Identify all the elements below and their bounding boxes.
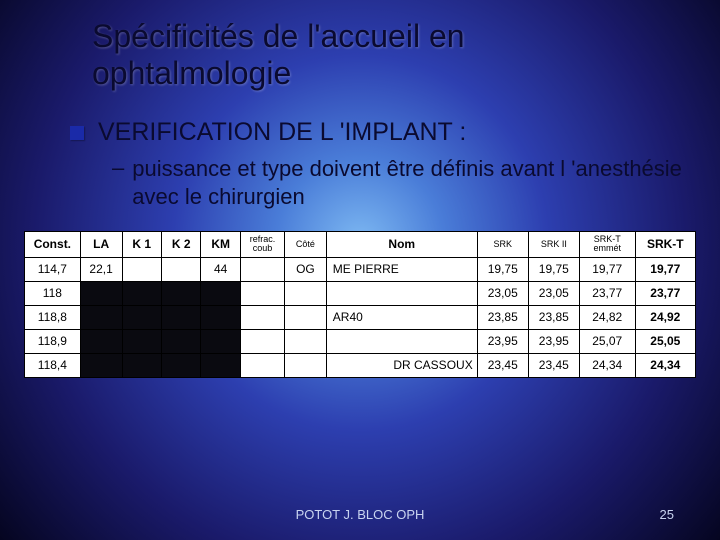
sub-bullet-1: – puissance et type doivent être définis… [112, 155, 690, 211]
table-cell [122, 257, 161, 281]
table-cell [161, 329, 200, 353]
table-cell: 19,75 [528, 257, 579, 281]
table-cell: 44 [201, 257, 240, 281]
table-cell [240, 257, 284, 281]
table-cell [161, 305, 200, 329]
table-cell: OG [285, 257, 327, 281]
col-header: K 2 [161, 231, 200, 257]
square-bullet-icon [70, 126, 84, 140]
slide-title: Spécificités de l'accueil en ophtalmolog… [92, 18, 720, 92]
table-cell: 118,4 [25, 353, 81, 377]
table-cell [161, 353, 200, 377]
bullet-1-text: VERIFICATION DE L 'IMPLANT : [98, 118, 466, 147]
table-cell [161, 281, 200, 305]
col-header: SRK [477, 231, 528, 257]
sub-bullet-1-text: puissance et type doivent être définis a… [132, 155, 690, 211]
table-cell: 23,45 [528, 353, 579, 377]
table-cell: AR40 [326, 305, 477, 329]
table-cell [161, 257, 200, 281]
table-cell: DR CASSOUX [326, 353, 477, 377]
slide-footer: POTOT J. BLOC OPH 25 [0, 507, 720, 522]
table-cell: 24,92 [635, 305, 695, 329]
table-cell: 23,45 [477, 353, 528, 377]
table-cell: 19,77 [579, 257, 635, 281]
table-cell: ME PIERRE [326, 257, 477, 281]
table-cell: 23,77 [579, 281, 635, 305]
table-cell: 118,9 [25, 329, 81, 353]
table-cell: 19,77 [635, 257, 695, 281]
table-cell [122, 305, 161, 329]
table-cell: 23,85 [477, 305, 528, 329]
slide: Spécificités de l'accueil en ophtalmolog… [0, 0, 720, 540]
footer-author: POTOT J. BLOC OPH [296, 507, 425, 522]
table-cell: 23,05 [528, 281, 579, 305]
title-line1: Spécificités de l'accueil en [92, 18, 465, 54]
col-header: SRK II [528, 231, 579, 257]
dash-bullet-icon: – [112, 155, 124, 181]
table-cell [285, 305, 327, 329]
table-cell [80, 305, 122, 329]
table-cell: 22,1 [80, 257, 122, 281]
title-line2: ophtalmologie [92, 55, 291, 91]
table-cell: 23,95 [528, 329, 579, 353]
table-header-row: Const.LAK 1K 2KMrefrac. coubCôtéNomSRKSR… [25, 231, 696, 257]
table-cell: 23,05 [477, 281, 528, 305]
page-number: 25 [660, 507, 674, 522]
table-cell [285, 329, 327, 353]
col-header: SRK-T emmét [579, 231, 635, 257]
table-cell [240, 305, 284, 329]
bullet-1: VERIFICATION DE L 'IMPLANT : [70, 118, 690, 147]
table-cell [122, 353, 161, 377]
table-cell: 25,07 [579, 329, 635, 353]
col-header: LA [80, 231, 122, 257]
table-row: 11823,0523,0523,7723,77 [25, 281, 696, 305]
table-cell [240, 329, 284, 353]
col-header: SRK-T [635, 231, 695, 257]
table-cell [285, 353, 327, 377]
col-header: KM [201, 231, 240, 257]
table-cell [326, 329, 477, 353]
table-cell [80, 281, 122, 305]
table-cell: 24,34 [579, 353, 635, 377]
col-header: Nom [326, 231, 477, 257]
table-cell [80, 329, 122, 353]
table-cell [122, 281, 161, 305]
table-row: 118,923,9523,9525,0725,05 [25, 329, 696, 353]
table-cell: 19,75 [477, 257, 528, 281]
table-cell: 24,34 [635, 353, 695, 377]
col-header: K 1 [122, 231, 161, 257]
table-cell: 118,8 [25, 305, 81, 329]
table-cell [201, 329, 240, 353]
table-cell [240, 281, 284, 305]
col-header: Const. [25, 231, 81, 257]
table-cell [80, 353, 122, 377]
table-cell [285, 281, 327, 305]
table-cell: 24,82 [579, 305, 635, 329]
table-cell: 114,7 [25, 257, 81, 281]
table-cell: 23,85 [528, 305, 579, 329]
table-cell: 118 [25, 281, 81, 305]
table-cell [201, 281, 240, 305]
table-cell: 23,95 [477, 329, 528, 353]
implant-table: Const.LAK 1K 2KMrefrac. coubCôtéNomSRKSR… [24, 231, 696, 378]
implant-table-container: Const.LAK 1K 2KMrefrac. coubCôtéNomSRKSR… [24, 231, 696, 378]
table-row: 114,722,144OGME PIERRE19,7519,7519,7719,… [25, 257, 696, 281]
table-cell [240, 353, 284, 377]
col-header: refrac. coub [240, 231, 284, 257]
table-cell [201, 305, 240, 329]
table-cell: 23,77 [635, 281, 695, 305]
table-cell [201, 353, 240, 377]
table-cell: 25,05 [635, 329, 695, 353]
table-row: 118,8AR4023,8523,8524,8224,92 [25, 305, 696, 329]
col-header: Côté [285, 231, 327, 257]
table-cell [122, 329, 161, 353]
table-row: 118,4DR CASSOUX23,4523,4524,3424,34 [25, 353, 696, 377]
table-cell [326, 281, 477, 305]
